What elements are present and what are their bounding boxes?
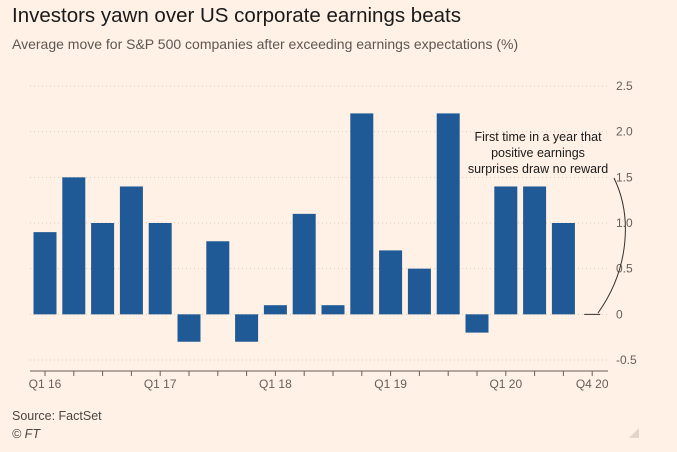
source-note: Source: FactSet xyxy=(12,409,102,423)
y-tick-label: 2.0 xyxy=(616,125,633,139)
x-tick-label: Q1 20 xyxy=(489,377,522,391)
bar-q2-20 xyxy=(523,186,547,315)
chart-subtitle: Average move for S&P 500 companies after… xyxy=(12,36,519,52)
annotation-arrow xyxy=(597,177,626,314)
bar-q3-18 xyxy=(321,305,345,315)
bar-q2-17 xyxy=(177,314,201,342)
annotation-text: positive earnings xyxy=(491,146,585,160)
resize-handle-icon xyxy=(629,428,639,438)
bar-q3-20 xyxy=(551,223,575,315)
x-tick-label: Q1 16 xyxy=(29,377,62,391)
bar-q2-16 xyxy=(62,177,86,315)
y-tick-label: 2.5 xyxy=(616,79,633,93)
x-tick-label: Q1 18 xyxy=(259,377,292,391)
bar-q1-16 xyxy=(33,232,57,315)
y-tick-label: 1.0 xyxy=(616,216,633,230)
bar-q3-16 xyxy=(91,223,115,315)
bar-q3-17 xyxy=(206,241,230,315)
bar-q2-19 xyxy=(407,268,431,315)
bar-q4-16 xyxy=(119,186,143,315)
y-tick-label: -0.5 xyxy=(616,353,637,367)
bar-q4-18 xyxy=(350,113,374,315)
bar-q3-19 xyxy=(436,113,460,315)
annotation-text: First time in a year that xyxy=(474,130,602,144)
chart-title: Investors yawn over US corporate earning… xyxy=(12,4,461,27)
x-tick-label: Q1 17 xyxy=(144,377,177,391)
bar-q4-17 xyxy=(235,314,259,342)
bar-q1-19 xyxy=(379,250,403,315)
bar-q2-18 xyxy=(292,213,316,315)
annotation-text: surprises draw no reward xyxy=(468,162,608,176)
bar-q1-18 xyxy=(263,305,287,315)
bar-q1-17 xyxy=(148,223,172,315)
bar-q4-19 xyxy=(465,314,489,333)
y-tick-label: 1.5 xyxy=(616,170,633,184)
ft-credit: © FT xyxy=(12,427,40,441)
x-tick-label: Q1 19 xyxy=(374,377,407,391)
bar-q1-20 xyxy=(494,186,518,315)
y-tick-label: 0 xyxy=(616,307,623,321)
x-tick-label: Q4 20 xyxy=(576,377,609,391)
